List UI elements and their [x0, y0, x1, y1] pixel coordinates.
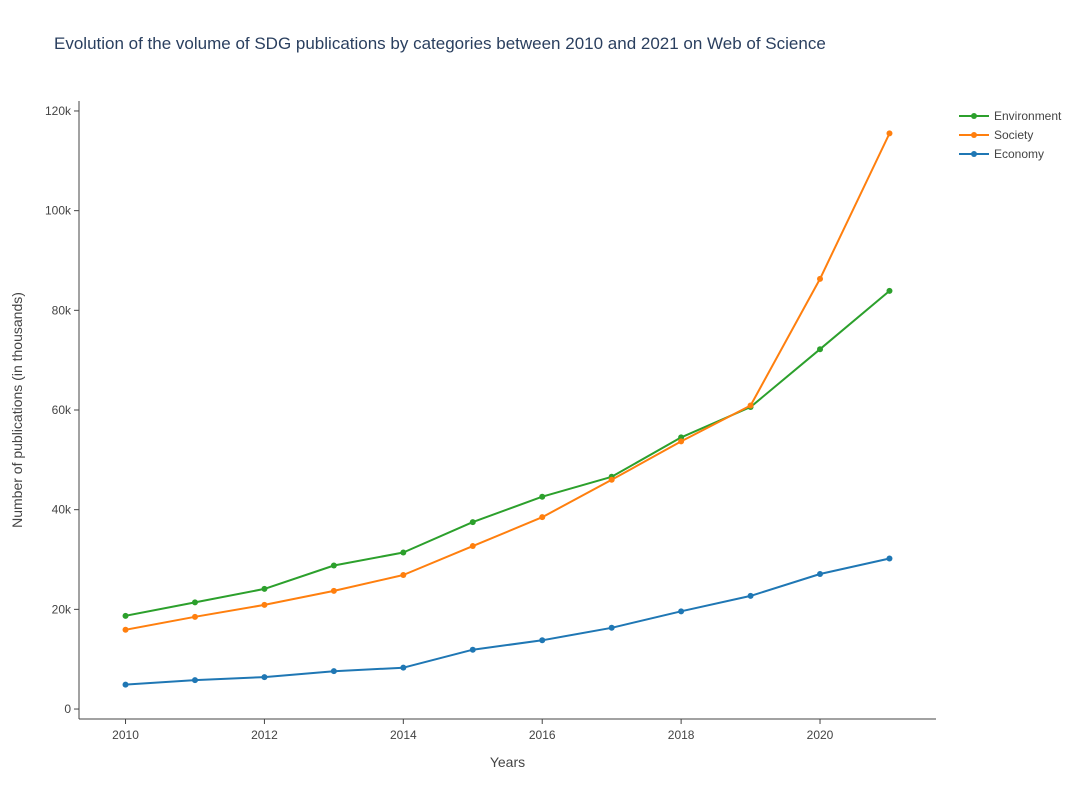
x-tick-label: 2012 [251, 728, 278, 742]
data-point-economy[interactable] [608, 624, 615, 631]
legend-item-society[interactable]: Society [958, 125, 1061, 144]
data-point-environment[interactable] [261, 585, 268, 592]
data-point-society[interactable] [608, 476, 615, 483]
legend: Environment Society Economy [958, 106, 1061, 163]
data-point-economy[interactable] [817, 570, 824, 577]
data-point-economy[interactable] [191, 677, 198, 684]
axes: 0 20k 40k 60k 80k 100k 120k 2010 2012 2014 2016 201… [45, 101, 936, 742]
data-point-environment[interactable] [191, 599, 198, 606]
data-point-society[interactable] [191, 613, 198, 620]
data-point-environment[interactable] [122, 612, 129, 619]
data-point-society[interactable] [261, 601, 268, 608]
data-point-society[interactable] [817, 275, 824, 282]
y-tick-label: 120k [45, 104, 72, 118]
legend-item-environment[interactable]: Environment [958, 106, 1061, 125]
data-point-society[interactable] [539, 514, 546, 521]
y-tick-label: 100k [45, 204, 72, 218]
legend-item-economy[interactable]: Economy [958, 144, 1061, 163]
series-line-society [125, 132, 891, 631]
data-point-economy[interactable] [539, 637, 546, 644]
data-point-society[interactable] [886, 130, 893, 137]
x-tick-label: 2018 [668, 728, 695, 742]
x-tick-label: 2020 [807, 728, 834, 742]
series-society [122, 130, 893, 633]
data-point-economy[interactable] [747, 592, 754, 599]
data-point-economy[interactable] [678, 608, 685, 615]
legend-label: Economy [994, 146, 1045, 161]
data-point-environment[interactable] [400, 549, 407, 556]
y-tick-label: 40k [52, 503, 72, 517]
x-tick-label: 2010 [112, 728, 139, 742]
data-point-society[interactable] [747, 402, 754, 409]
data-point-economy[interactable] [261, 674, 268, 681]
data-point-economy[interactable] [400, 664, 407, 671]
data-point-society[interactable] [678, 438, 685, 445]
data-point-economy[interactable] [469, 646, 476, 653]
y-tick-label: 0 [64, 702, 71, 716]
legend-swatch-economy [959, 150, 989, 157]
data-point-economy[interactable] [886, 555, 893, 562]
legend-label: Environment [994, 108, 1062, 123]
data-point-society[interactable] [122, 626, 129, 633]
data-point-society[interactable] [330, 587, 337, 594]
y-tick-label: 20k [52, 602, 72, 616]
data-point-society[interactable] [469, 543, 476, 550]
data-point-environment[interactable] [330, 562, 337, 569]
data-point-environment[interactable] [817, 346, 824, 353]
series-economy [122, 555, 893, 688]
data-point-economy[interactable] [122, 681, 129, 688]
x-axis-label: Years [489, 754, 526, 770]
x-tick-label: 2016 [529, 728, 556, 742]
series-line-economy [125, 557, 890, 686]
y-tick-label: 60k [52, 403, 72, 417]
series-line-environment [125, 290, 891, 617]
x-tick-label: 2014 [390, 728, 417, 742]
data-point-environment[interactable] [539, 493, 546, 500]
legend-swatch-environment [959, 112, 989, 119]
data-point-environment[interactable] [886, 287, 893, 294]
legend-label: Society [994, 127, 1034, 142]
chart-title: Evolution of the volume of SDG publicati… [54, 34, 826, 53]
data-point-environment[interactable] [469, 519, 476, 526]
plot-area [122, 130, 893, 688]
y-axis-label: Number of publications (in thousands) [9, 292, 25, 528]
legend-swatch-society [959, 131, 989, 138]
data-point-economy[interactable] [330, 668, 337, 675]
y-tick-label: 80k [52, 303, 72, 317]
data-point-society[interactable] [400, 571, 407, 578]
series-environment [122, 287, 893, 619]
